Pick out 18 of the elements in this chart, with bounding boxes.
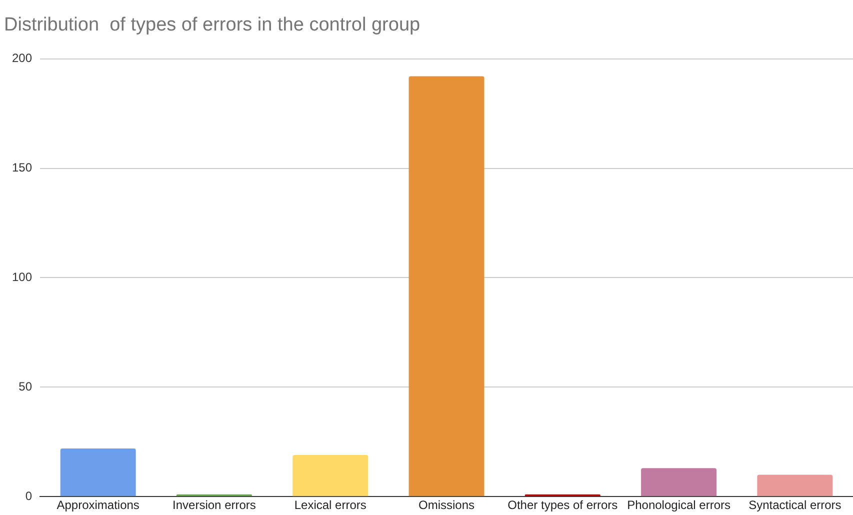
y-tick-label: 50 [18,379,32,394]
bar [292,455,368,496]
y-tick-label: 100 [12,270,32,284]
bar [60,448,136,496]
x-tick-label: Other types of errors [508,498,618,512]
chart-title: Distribution of types of errors in the control group [4,14,420,36]
x-tick-label: Phonological errors [627,498,730,512]
y-tick-label: 0 [25,488,32,503]
y-tick-label: 150 [12,160,32,175]
x-tick-label: Syntactical errors [748,498,842,512]
x-tick-label: Lexical errors [294,498,366,512]
x-tick-label: Approximations [56,498,140,512]
bar [408,76,484,496]
y-tick-label: 200 [12,51,32,66]
bar [757,474,833,496]
x-tick-label: Inversion errors [172,498,256,512]
bar [641,468,717,496]
x-tick-label: Omissions [418,498,475,512]
